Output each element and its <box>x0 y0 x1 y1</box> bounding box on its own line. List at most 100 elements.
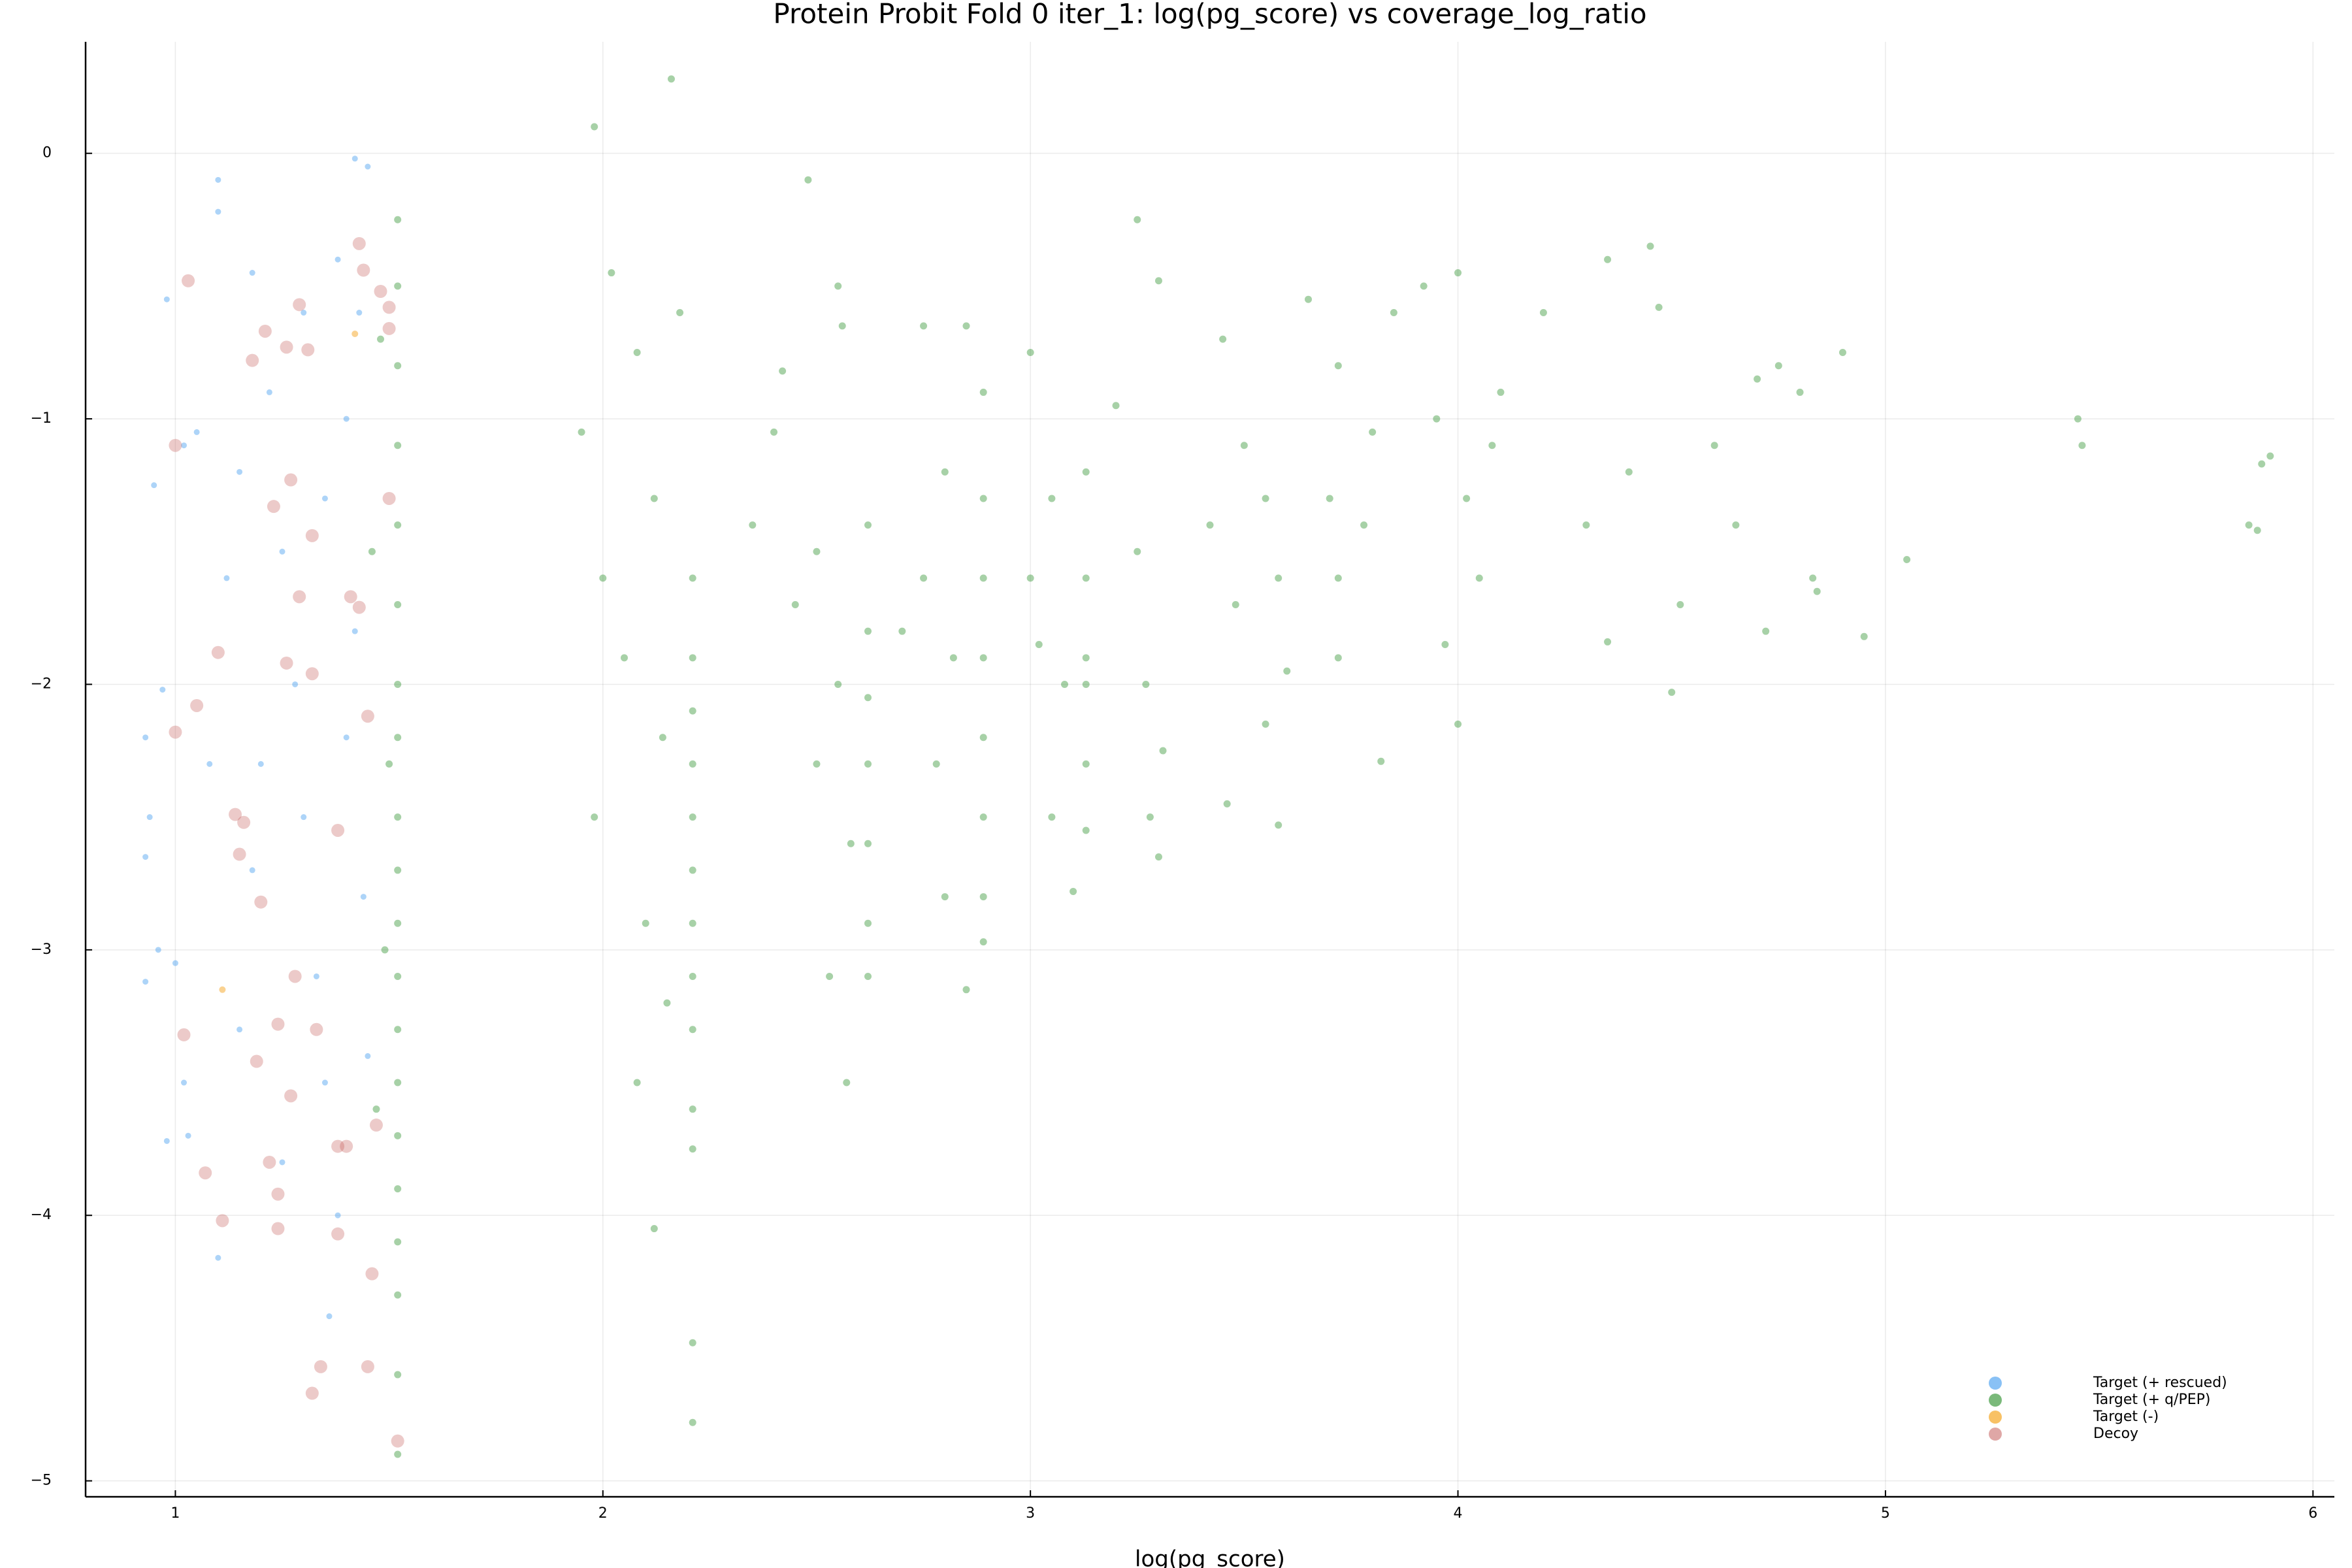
point <box>233 847 246 861</box>
point <box>394 216 402 223</box>
x-axis-label: log(pg_score) <box>1135 1546 1285 1568</box>
point <box>394 866 402 874</box>
point <box>1275 574 1282 582</box>
point <box>216 1214 229 1228</box>
point <box>293 590 306 604</box>
point <box>1838 348 1846 356</box>
point <box>267 500 280 514</box>
point <box>2258 460 2266 468</box>
legend-label: Decoy <box>2093 1426 2138 1442</box>
point <box>142 979 149 985</box>
point <box>394 734 402 742</box>
point <box>280 340 293 354</box>
point <box>249 270 255 276</box>
point <box>642 919 649 927</box>
y-tick-label: −3 <box>31 941 52 958</box>
point <box>372 1105 380 1113</box>
point <box>254 895 268 909</box>
point <box>271 1017 285 1031</box>
x-tick-label: 4 <box>1454 1505 1463 1522</box>
legend-label: Target (-) <box>2093 1409 2159 1425</box>
point <box>1061 680 1069 688</box>
point <box>394 1185 402 1193</box>
point <box>271 1187 285 1201</box>
series <box>368 75 2274 1458</box>
point <box>360 894 367 900</box>
point <box>169 725 182 739</box>
x-tick-label: 2 <box>598 1505 608 1522</box>
y-tick-label: −1 <box>31 410 52 427</box>
point <box>351 155 358 162</box>
point <box>689 972 696 980</box>
point <box>351 331 359 338</box>
point <box>689 1339 696 1347</box>
point <box>352 600 366 614</box>
point <box>1334 362 1342 370</box>
point <box>365 163 371 170</box>
point <box>151 482 157 489</box>
point <box>689 813 696 821</box>
point <box>779 367 787 375</box>
point <box>979 574 987 582</box>
point <box>331 1227 345 1241</box>
point <box>1154 853 1162 861</box>
point <box>394 282 402 290</box>
point <box>215 1254 221 1261</box>
series <box>142 155 371 1320</box>
point <box>1082 574 1090 582</box>
point <box>1232 601 1239 609</box>
point <box>391 1434 404 1448</box>
point <box>1762 627 1770 635</box>
point <box>293 298 306 312</box>
point <box>1035 640 1043 648</box>
point <box>1604 255 1612 263</box>
point <box>689 866 696 874</box>
point <box>292 681 299 687</box>
point <box>689 1418 696 1426</box>
point <box>663 999 671 1007</box>
point <box>689 760 696 768</box>
point <box>834 282 842 290</box>
point <box>199 1166 212 1180</box>
point <box>266 389 272 395</box>
legend-label: Target (+ rescued) <box>2093 1375 2227 1391</box>
point <box>689 919 696 927</box>
y-tick-label: −5 <box>31 1473 52 1489</box>
point <box>864 627 872 635</box>
point <box>206 760 213 767</box>
point <box>1154 277 1162 285</box>
point <box>1860 632 1868 640</box>
point <box>1082 468 1090 476</box>
point <box>305 529 319 542</box>
point <box>182 274 195 287</box>
point <box>949 654 957 662</box>
point <box>394 362 402 370</box>
point <box>1676 601 1684 609</box>
point <box>172 960 178 966</box>
point <box>1454 269 1462 277</box>
point <box>1809 574 1817 582</box>
point <box>979 495 987 502</box>
point <box>181 1079 188 1086</box>
point <box>791 601 799 609</box>
point <box>271 1222 285 1235</box>
point <box>1475 574 1483 582</box>
point <box>374 285 387 299</box>
point <box>215 208 221 215</box>
point <box>591 123 598 131</box>
point <box>1283 667 1291 675</box>
point <box>2253 527 2261 534</box>
point <box>381 946 389 954</box>
point <box>1262 720 1269 728</box>
point <box>898 627 906 635</box>
point <box>1206 521 1214 529</box>
point <box>382 491 396 505</box>
point <box>331 1139 345 1153</box>
point <box>599 574 607 582</box>
point <box>246 353 259 367</box>
point <box>1334 574 1342 582</box>
point <box>962 986 970 994</box>
point <box>1774 362 1782 370</box>
point <box>1146 813 1154 821</box>
point <box>1360 521 1368 529</box>
